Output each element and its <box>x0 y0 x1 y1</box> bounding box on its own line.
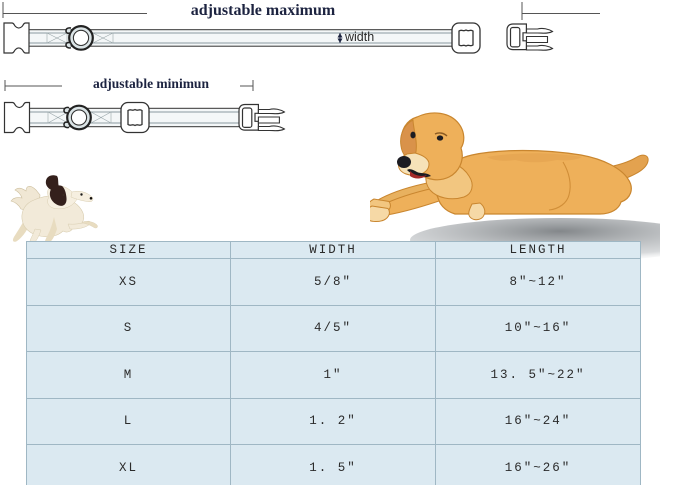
svg-text:width: width <box>344 30 374 44</box>
